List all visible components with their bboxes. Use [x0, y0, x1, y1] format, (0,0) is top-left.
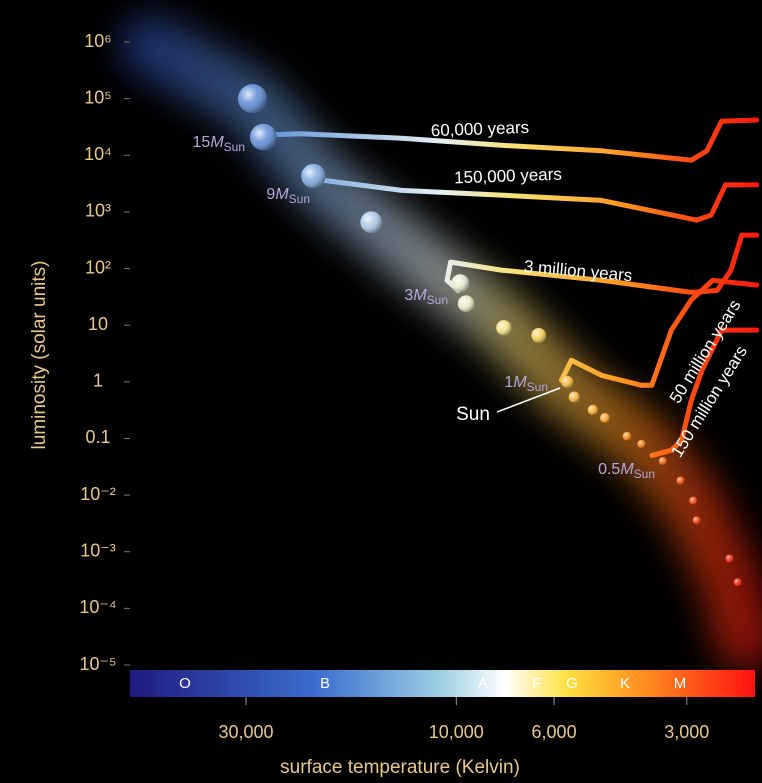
mass-number: 3 [404, 287, 413, 304]
mass-symbol: M [275, 186, 289, 203]
y-tick-label: 10⁻² [80, 484, 116, 504]
star-shine [250, 124, 277, 151]
y-tick-label: 10² [85, 257, 111, 277]
mass-symbol: M [513, 374, 527, 391]
mass-subscript: Sun [224, 140, 245, 154]
star-shine [600, 413, 610, 423]
y-tick-label: 10³ [85, 201, 111, 221]
star-shine [458, 295, 475, 312]
mass-symbol: M [210, 134, 224, 151]
x-tick-label: 6,000 [532, 722, 577, 742]
star-shine [659, 457, 667, 465]
spectral-class: K [620, 675, 630, 692]
track-label: 150,000 years [454, 165, 562, 188]
x-axis-title: surface temperature (Kelvin) [280, 757, 520, 778]
spectral-class: F [532, 675, 541, 692]
star-shine [676, 477, 684, 485]
star-shine [496, 320, 511, 335]
mass-subscript: Sun [634, 467, 655, 481]
spectral-class: B [320, 675, 330, 692]
mass-number: 9 [266, 186, 275, 203]
spectral-class: M [674, 675, 687, 692]
y-tick-label: 0.1 [85, 427, 110, 447]
mass-subscript: Sun [289, 192, 310, 206]
mass-symbol: M [620, 461, 634, 478]
y-axis-title: luminosity (solar units) [29, 261, 50, 450]
star-shine [561, 376, 573, 388]
star-shine [360, 211, 382, 233]
spectral-bar [130, 670, 755, 697]
star-shine [451, 274, 469, 292]
mass-number: 15 [193, 134, 211, 151]
star-shine [588, 405, 598, 415]
mass-subscript: Sun [427, 293, 448, 307]
y-tick-label: 10⁴ [84, 144, 112, 164]
y-tick-label: 10⁶ [84, 31, 111, 51]
mass-symbol: M [413, 287, 427, 304]
star-shine [569, 391, 580, 402]
y-tick-label: 10 [88, 314, 108, 334]
star-shine [301, 164, 325, 188]
sun-annotation: Sun [456, 404, 490, 425]
mass-subscript: Sun [527, 380, 548, 394]
y-tick-label: 10⁵ [84, 87, 111, 107]
y-tick-label: 10⁻³ [80, 540, 116, 560]
mass-number: 1 [504, 374, 513, 391]
spectral-class: O [179, 675, 191, 692]
x-tick-label: 10,000 [429, 722, 484, 742]
spectral-class: A [478, 675, 488, 692]
star-shine [734, 578, 742, 586]
star-shine [689, 497, 697, 505]
y-tick-label: 10⁻⁴ [79, 597, 116, 617]
x-tick-label: 3,000 [664, 722, 709, 742]
star-shine [693, 516, 701, 524]
y-tick-label: 1 [93, 371, 103, 391]
spectral-class: G [566, 675, 578, 692]
chart: surface temperature (Kelvin) luminosity … [0, 0, 762, 783]
star-shine [637, 440, 645, 448]
mass-number: 0.5 [598, 461, 620, 478]
star-shine [238, 84, 267, 113]
star-shine [531, 328, 546, 343]
y-tick-label: 10⁻⁵ [80, 654, 117, 674]
star-shine [623, 432, 632, 441]
x-tick-label: 30,000 [218, 722, 273, 742]
star-shine [725, 554, 733, 562]
track-label: 60,000 years [431, 118, 530, 140]
